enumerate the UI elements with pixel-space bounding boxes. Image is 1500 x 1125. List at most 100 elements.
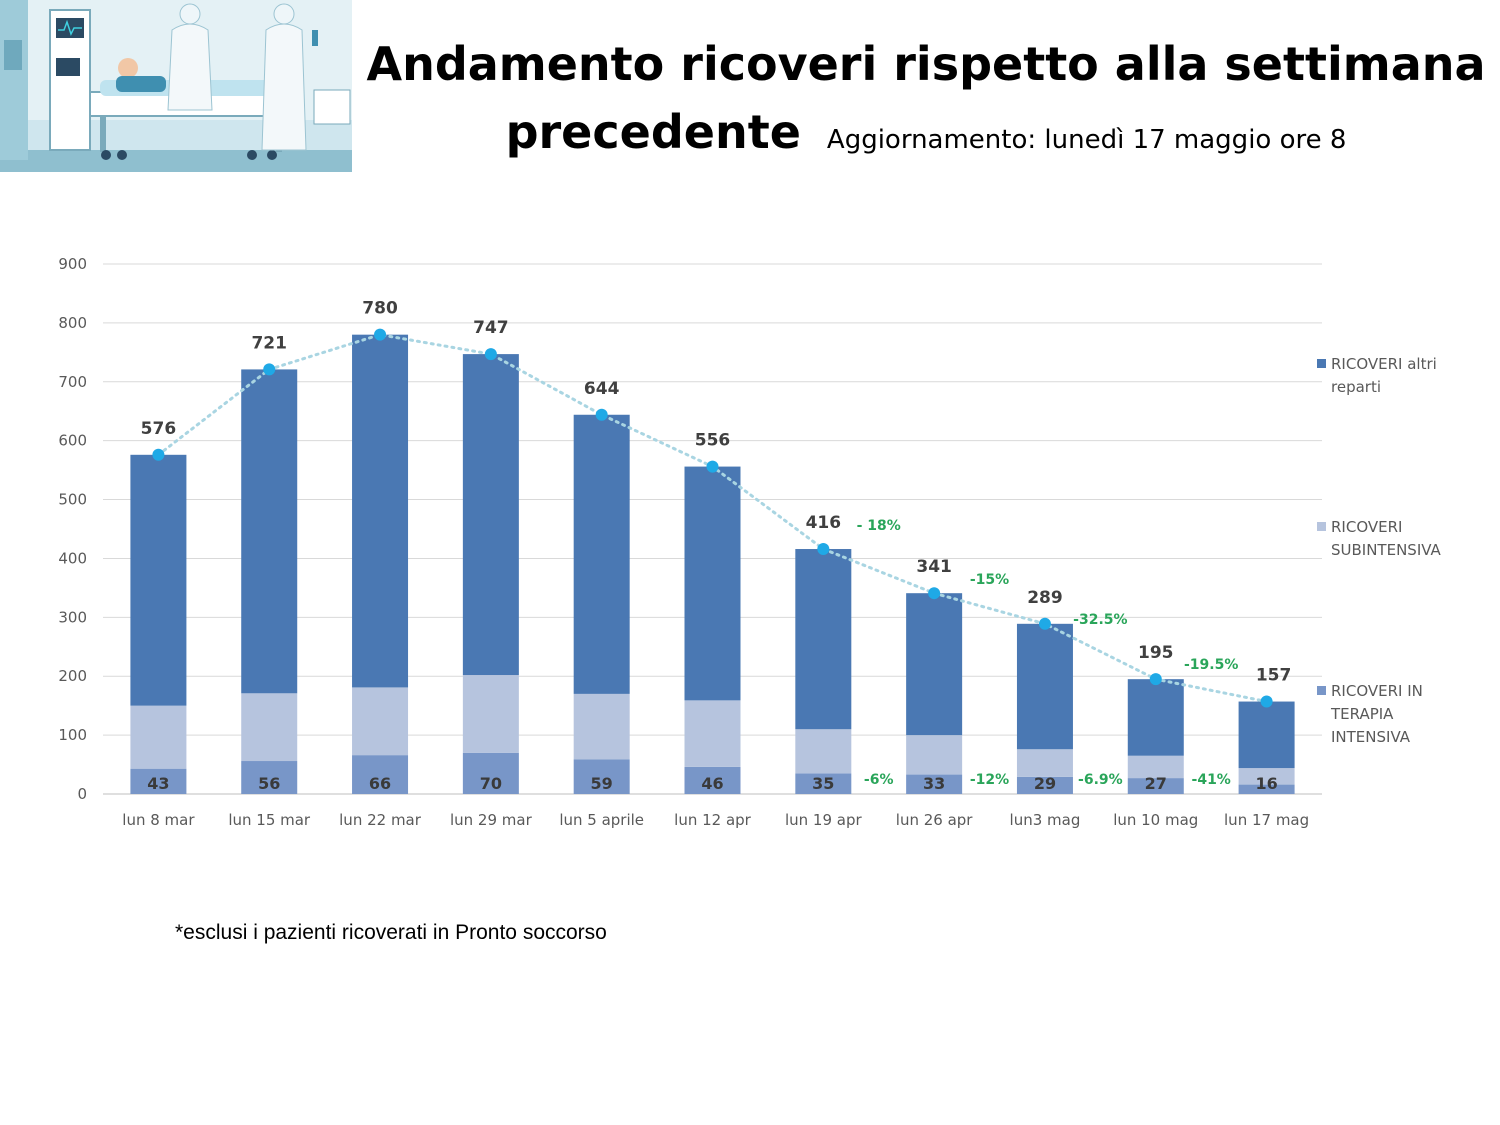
icu-label: 33 (923, 774, 945, 793)
bar-segment-altri-reparti (130, 454, 187, 706)
y-tick-label: 900 (58, 255, 87, 273)
total-label: 416 (806, 513, 842, 533)
x-tick-label: lun 26 apr (896, 811, 974, 829)
legend-label: reparti (1331, 378, 1381, 396)
x-tick-label: lun 22 mar (339, 811, 422, 829)
y-tick-label: 500 (58, 491, 87, 509)
bar-segment-altri-reparti (1238, 701, 1295, 769)
bar-segment-altri-reparti (241, 369, 298, 694)
update-timestamp: Aggiornamento: lunedì 17 maggio ore 8 (826, 125, 1347, 155)
total-label: 157 (1256, 666, 1292, 686)
bar-segment-altri-reparti (462, 354, 519, 676)
total-label: 644 (584, 379, 620, 399)
icu-label: 56 (258, 774, 280, 793)
trend-marker (706, 460, 719, 473)
bar-segment-altri-reparti (1127, 679, 1184, 756)
x-tick-label: lun 29 mar (450, 811, 533, 829)
bar-segment-terapia-intensiva (573, 759, 630, 794)
x-tick-label: lun3 mag (1010, 811, 1081, 829)
y-tick-label: 800 (58, 314, 87, 332)
legend-swatch (1317, 686, 1326, 695)
x-tick-label: lun 19 apr (785, 811, 863, 829)
y-tick-label: 400 (58, 549, 87, 567)
legend-label: SUBINTENSIVA (1331, 541, 1442, 559)
weekly-change-icu-label: -12% (970, 772, 1009, 788)
y-tick-label: 0 (77, 785, 87, 803)
y-axis: 0 100 200 300 400 500 600 700 800 900 (58, 255, 87, 803)
x-tick-label: lun 8 mar (122, 811, 195, 829)
trend-marker (817, 543, 830, 556)
legend-swatch (1317, 522, 1326, 531)
total-label: 576 (141, 419, 177, 439)
trend-marker (595, 408, 608, 421)
total-label: 747 (473, 318, 509, 338)
bar-segment-subintensiva (462, 675, 519, 753)
x-tick-label: lun 15 mar (228, 811, 311, 829)
bar-segment-subintensiva (1016, 749, 1073, 777)
y-tick-label: 300 (58, 608, 87, 626)
legend-label: INTENSIVA (1331, 728, 1411, 746)
legend-label: RICOVERI altri (1331, 355, 1437, 373)
bar-segment-terapia-intensiva (1127, 778, 1184, 794)
weekly-change-icu-label: -6.9% (1078, 772, 1123, 788)
x-tick-label: lun 17 mag (1224, 811, 1309, 829)
weekly-change-icu-label: -6% (864, 772, 894, 788)
total-label: 556 (695, 431, 731, 451)
weekly-change-total-label: -19.5% (1184, 657, 1238, 673)
x-tick-label: lun 10 mag (1113, 811, 1198, 829)
total-label: 341 (916, 557, 952, 577)
trend-marker (374, 328, 387, 341)
trend-marker (152, 448, 165, 461)
legend-label: RICOVERI IN (1331, 682, 1423, 700)
y-tick-label: 100 (58, 726, 87, 744)
icu-label: 46 (701, 774, 723, 793)
icu-label: 59 (591, 774, 613, 793)
bar-segment-terapia-intensiva (352, 755, 409, 794)
bar-segment-altri-reparti (573, 414, 630, 694)
x-axis: lun 8 mar lun 15 mar lun 22 mar lun 29 mar l… (122, 811, 1309, 829)
bar-segment-subintensiva (684, 700, 741, 767)
weekly-change-total-label: - 18% (857, 518, 901, 534)
bars (130, 334, 1295, 794)
total-label: 195 (1138, 643, 1174, 663)
trend-line (152, 328, 1273, 708)
trend-marker (1149, 673, 1162, 686)
weekly-change-total-label: -15% (970, 572, 1009, 588)
x-tick-label: lun 5 aprile (559, 811, 644, 829)
legend-swatch (1317, 359, 1326, 368)
total-label: 721 (251, 333, 287, 353)
bar-segment-altri-reparti (352, 334, 409, 688)
bar-segment-terapia-intensiva (795, 773, 852, 794)
title-line-2: precedente (505, 105, 801, 159)
weekly-change-icu-label: -41% (1192, 772, 1231, 788)
trend-marker (1038, 617, 1051, 630)
bar-segment-terapia-intensiva (241, 761, 298, 794)
bar-segment-subintensiva (795, 729, 852, 774)
y-tick-label: 200 (58, 667, 87, 685)
page-title: Andamento ricoveri rispetto alla settima… (352, 30, 1500, 174)
hospital-icu-illustration-icon (0, 0, 352, 172)
bar-segment-terapia-intensiva (906, 774, 963, 794)
bar-segment-terapia-intensiva (1016, 776, 1073, 794)
trend-marker (263, 363, 276, 376)
legend-label: RICOVERI (1331, 518, 1402, 536)
trend-marker (484, 348, 497, 361)
total-label: 289 (1027, 588, 1063, 608)
chart-legend: RICOVERI altri reparti RICOVERI SUBINTENSIV… (1317, 355, 1442, 746)
icu-label: 66 (369, 774, 391, 793)
icu-label: 16 (1255, 774, 1277, 793)
bar-segment-subintensiva (352, 687, 409, 756)
icu-label: 35 (812, 774, 834, 793)
bar-segment-subintensiva (573, 693, 630, 760)
trend-marker (928, 587, 941, 600)
bar-segment-terapia-intensiva (1238, 784, 1295, 794)
x-tick-label: lun 12 apr (674, 811, 752, 829)
icu-label: 27 (1145, 774, 1167, 793)
bar-segment-altri-reparti (1016, 623, 1073, 750)
title-line-1: Andamento ricoveri rispetto alla settima… (366, 37, 1486, 91)
bar-segment-subintensiva (1238, 768, 1295, 785)
bar-segment-subintensiva (906, 735, 963, 775)
footnote: *esclusi i pazienti ricoverati in Pronto… (175, 921, 607, 944)
bar-segment-altri-reparti (684, 466, 741, 701)
bar-segment-altri-reparti (906, 593, 963, 736)
